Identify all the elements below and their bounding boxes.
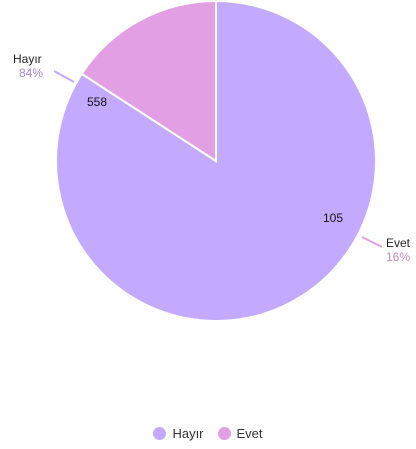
leader-line-hayir (53, 70, 75, 83)
pie-slices (55, 0, 377, 322)
value-label-hayir: 558 (87, 95, 107, 109)
pie-slice-evet[interactable] (80, 0, 217, 163)
legend-swatch-evet (217, 427, 231, 440)
legend-swatch-hayir (153, 427, 167, 440)
outer-label-evet: Evet (386, 236, 411, 250)
legend-label-hayir: Hayır (172, 426, 204, 441)
value-label-evet: 105 (323, 211, 343, 225)
legend: Hayır Evet (0, 426, 416, 441)
legend-item-evet[interactable]: Evet (217, 426, 263, 441)
percent-label-evet: 16% (386, 250, 410, 264)
percent-label-hayir: 84% (19, 66, 43, 80)
legend-item-hayir[interactable]: Hayır (153, 426, 204, 441)
leader-line-evet (361, 236, 383, 248)
legend-label-evet: Evet (236, 426, 263, 441)
outer-label-hayir: Hayır (13, 52, 42, 66)
